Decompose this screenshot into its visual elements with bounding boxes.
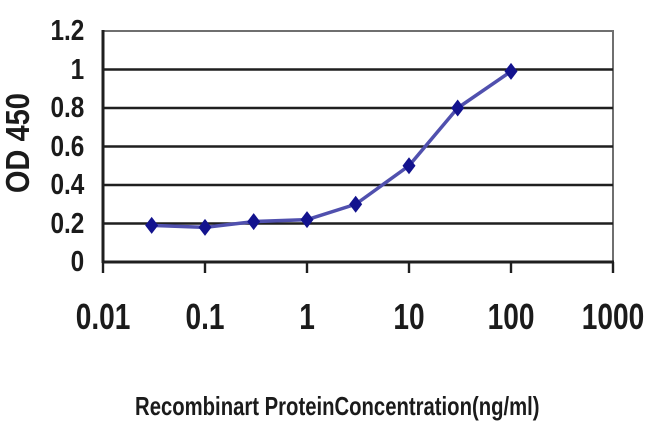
y-axis-title: OD 450	[0, 48, 38, 238]
x-tick-label: 1	[299, 296, 315, 337]
series-line	[151, 69, 512, 230]
data-point-marker	[349, 195, 363, 213]
y-tick-label: 1.2	[50, 15, 84, 47]
y-axis-title-text: OD 450	[0, 92, 36, 194]
data-point-marker	[247, 213, 261, 231]
x-tick-label: 10	[393, 296, 425, 337]
y-tick-label: 1	[70, 53, 84, 86]
x-tick-label: 0.01	[75, 296, 131, 337]
y-tick-label: 0	[70, 246, 84, 278]
x-tick-label: 1000	[581, 296, 645, 337]
x-axis-title: Recombinart ProteinConcentration(ng/ml)	[12, 391, 650, 422]
data-point-marker	[198, 218, 212, 236]
x-tick-label: 0.1	[185, 296, 225, 337]
data-point-marker	[451, 99, 465, 117]
x-tick-label: 100	[487, 296, 535, 337]
y-tick-label: 0.8	[50, 92, 84, 124]
y-tick-label: 0.6	[50, 130, 84, 163]
y-tick-label: 0.4	[50, 169, 84, 201]
y-tick-label: 0.2	[50, 207, 84, 240]
x-axis-title-text: Recombinart ProteinConcentration(ng/ml)	[134, 391, 540, 421]
data-point-marker	[145, 216, 159, 234]
data-point-marker	[504, 62, 518, 80]
data-point-marker	[402, 157, 416, 175]
data-point-marker	[300, 211, 314, 229]
